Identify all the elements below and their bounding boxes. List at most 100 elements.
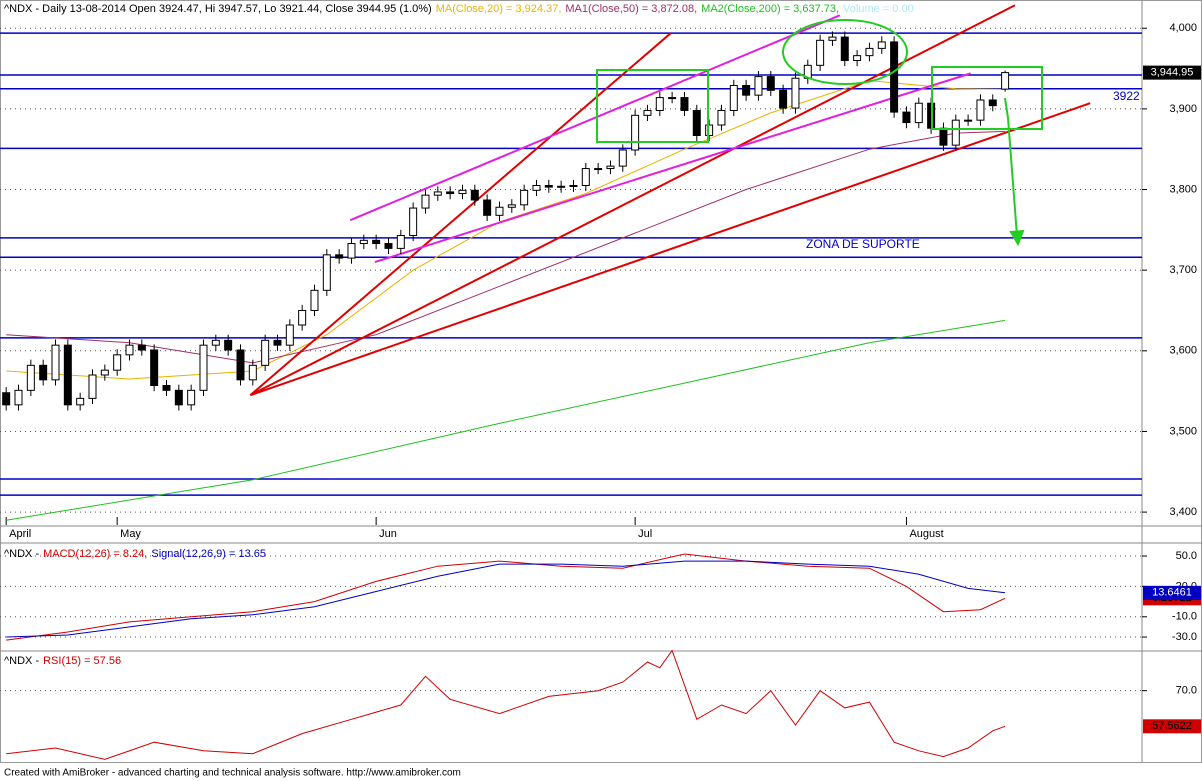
last-value-box [1143,719,1201,734]
y-tick-label: 3,500 [1169,425,1197,437]
candle-body [902,111,911,124]
pane-header: ^NDX - RSI(15) = 57.56 [4,655,121,667]
candle-body [951,119,960,146]
candle-body [853,55,862,61]
last-value-box [1143,65,1201,80]
candle-body [2,392,11,406]
legend-entry: MA1(Close,50) = 3,872.08, [565,3,697,15]
candle-body [359,239,368,245]
candle-body [532,184,541,191]
candle-body [384,243,393,249]
x-tick-label: May [120,528,141,540]
candle-body [964,119,973,122]
candle-body [483,199,492,216]
candle-body [655,97,664,111]
candle-body [113,354,122,371]
candle-body [1001,72,1010,90]
candle-body [594,168,603,171]
y-tick-label: 50.0 [1176,550,1197,562]
y-tick-label: 70.0 [1176,685,1197,697]
candle-body [236,349,245,381]
x-tick-label: April [9,528,31,540]
candle-body [742,84,751,96]
candle-body [458,189,467,195]
legend-entry: MACD(12,26) = 8.24, [43,548,147,560]
candle-body [890,41,899,113]
candle-body [409,207,418,236]
candle-body [372,239,381,245]
candle-body [26,364,35,391]
candle-body [63,344,72,406]
candle-body [322,254,331,291]
annotation: 3922 [1113,89,1140,103]
arrow-head [1009,229,1025,247]
last-value-label: 13.6461 [1152,587,1192,599]
candle-body [39,364,48,381]
candle-body [310,289,319,311]
candle-body [692,109,701,136]
candle-body [433,191,442,196]
candle-body [581,168,590,186]
candle-body [224,339,233,351]
candle-body [261,339,270,366]
candle-body [125,344,134,356]
trendline [250,102,1091,397]
candle-body [914,102,923,124]
candle-body [51,344,60,381]
series-line [6,560,1006,638]
y-tick-label: 3,800 [1169,183,1197,195]
candle-body [199,344,208,391]
y-tick-label: 3,400 [1169,506,1197,518]
header-title: ^NDX - Daily 13-08-2014 Open 3924.47, Hi… [4,3,432,15]
legend-entry: Signal(12,26,9) = 13.65 [151,548,266,560]
candle-body [865,47,874,57]
candle-body [335,254,344,259]
y-tick-label: 3,900 [1169,103,1197,115]
legend-entry: Volume = 0.00 [843,3,914,15]
candle-body [668,97,677,100]
candle-body [544,184,553,188]
candle-body [988,99,997,107]
candle-body [791,77,800,109]
candle-body [520,189,529,206]
header-title: ^NDX - [4,655,39,667]
x-tick-label: Jun [379,528,397,540]
trendline [374,72,971,264]
candle-body [618,149,627,167]
x-tick-label: August [909,528,943,540]
candle-body [816,39,825,66]
candle-body [631,114,640,151]
candle-body [273,339,282,346]
candle-body [877,41,886,49]
y-tick-label: -10.0 [1172,611,1197,623]
candle-body [100,369,109,376]
candle-body [248,364,257,381]
series-line [6,649,1006,760]
candle-body [643,109,652,116]
drawings [596,19,1043,247]
candle-body [187,389,196,406]
trendline [249,32,672,396]
arrow-drawing [1004,97,1018,237]
box-drawing [596,69,709,143]
candle-body [976,99,985,121]
candle-body [840,36,849,61]
candle-body [396,234,405,249]
candle-body [76,397,85,406]
series-line [6,130,1006,364]
candle-body [421,194,430,209]
candle-body [150,349,159,386]
legend-entry: RSI(15) = 57.56 [43,655,121,667]
trendline [349,14,841,222]
candle-body [495,206,504,216]
last-value-label: 57.5622 [1152,720,1192,732]
candle-body [446,191,455,195]
footer: Created with AmiBroker - advanced charti… [4,768,461,779]
legend-entry: MA2(Close,200) = 3,637.73, [701,3,839,15]
candle-body [939,127,948,146]
candle-body [174,389,183,406]
candle-body [754,76,763,96]
candle-body [766,76,775,91]
annotation: ZONA DE SUPORTE [806,237,920,251]
